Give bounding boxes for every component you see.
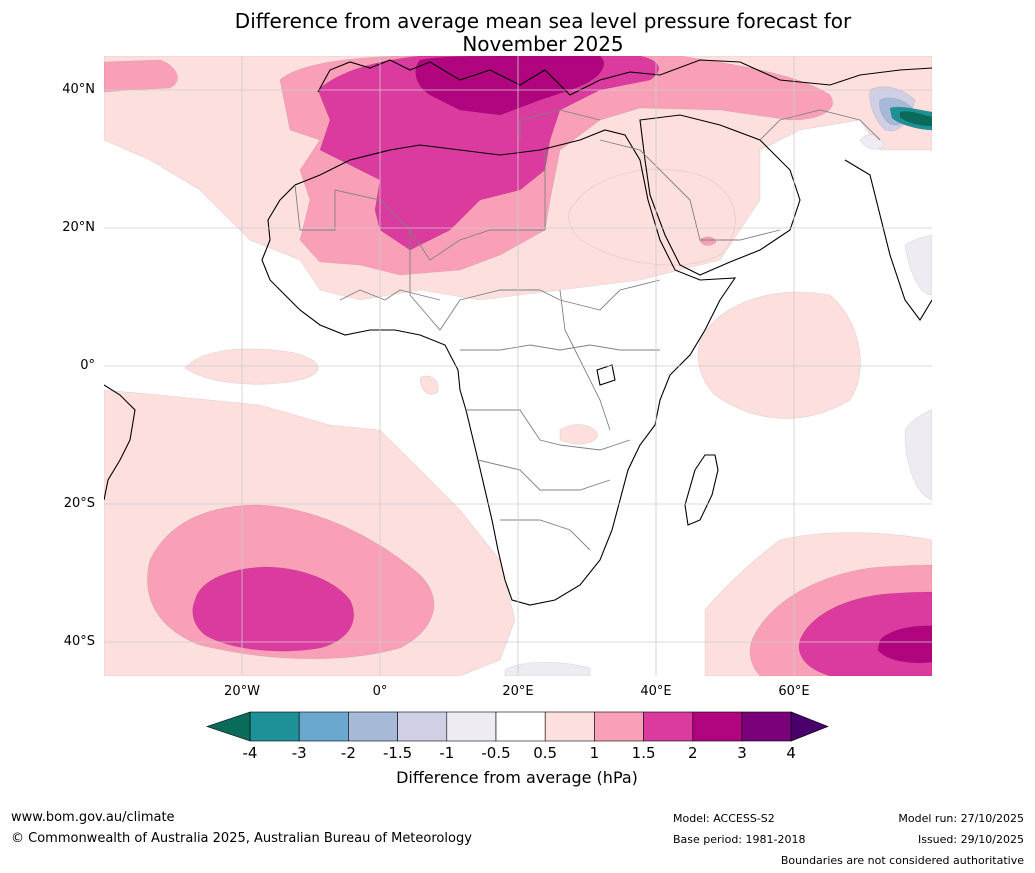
colorbar-box-m1-m0.5 bbox=[446, 711, 497, 742]
title-line-2: November 2025 bbox=[462, 32, 624, 56]
lake-victoria bbox=[596, 364, 616, 386]
anomaly-2-3-regions bbox=[415, 56, 932, 664]
colorbar-box-m4-m3 bbox=[249, 711, 300, 742]
colorbar-tick-label: 0.5 bbox=[533, 744, 558, 762]
map-frame bbox=[104, 56, 932, 676]
colorbar-tick-label: 1 bbox=[589, 744, 600, 762]
footer-model-run: Model run: 27/10/2025 bbox=[898, 812, 1024, 825]
lat-label-40s: 40°S bbox=[63, 634, 95, 649]
anomaly-region-small-arabia bbox=[699, 236, 717, 246]
pressure-anomaly-map bbox=[104, 56, 932, 676]
lat-label-20n: 20°N bbox=[62, 220, 95, 235]
anomaly-region-med-core bbox=[415, 56, 605, 116]
anomaly-region-west-pink bbox=[104, 59, 178, 93]
anomaly-region-east-africa-small bbox=[559, 424, 599, 445]
footer-base-period: Base period: 1981-2018 bbox=[673, 833, 806, 846]
lon-label-20e: 20°E bbox=[502, 684, 534, 699]
colorbar-tick-label: -1.5 bbox=[382, 744, 413, 762]
colorbar-tick-label: 4 bbox=[786, 744, 796, 762]
colorbar-tick-label: -3 bbox=[291, 744, 307, 762]
coastlines bbox=[104, 59, 932, 606]
colorbar-tick-label: 3 bbox=[737, 744, 747, 762]
anomaly-region-south-africa-tip bbox=[504, 661, 591, 676]
colorbar-title: Difference from average (hPa) bbox=[396, 768, 638, 787]
footer-copyright: © Commonwealth of Australia 2025, Austra… bbox=[11, 831, 472, 846]
anomaly-region-west-africa-small bbox=[419, 375, 439, 395]
south-america-coastline bbox=[104, 384, 136, 501]
colorbar-tick-label: 2 bbox=[688, 744, 698, 762]
title-line-1: Difference from average mean sea level p… bbox=[234, 9, 852, 33]
colorbar-box-m3-m2 bbox=[298, 711, 349, 742]
footer-model: Model: ACCESS-S2 bbox=[673, 812, 775, 825]
anomaly-region-india-light bbox=[904, 234, 932, 296]
colorbar-box-m1.5-m1 bbox=[397, 711, 448, 742]
lon-label-40e: 40°E bbox=[640, 684, 672, 699]
lat-label-0: 0° bbox=[80, 358, 95, 373]
colorbar-tick-label: -0.5 bbox=[481, 744, 511, 762]
colorbar-box-m0.5-0.5 bbox=[495, 711, 546, 742]
anomaly-region-south-atlantic-core bbox=[192, 566, 355, 652]
colorbar-extend-min bbox=[206, 711, 251, 742]
colorbar-box-2-3 bbox=[692, 711, 743, 742]
colorbar-box-3-4 bbox=[741, 711, 792, 742]
graticule bbox=[104, 56, 932, 676]
lon-label-0: 0° bbox=[372, 684, 388, 699]
anomaly-region-indian-core bbox=[877, 625, 932, 664]
colorbar-box-1.5-2 bbox=[643, 711, 694, 742]
anomaly-negative-regions bbox=[504, 86, 932, 676]
anomaly-region-arabia bbox=[568, 168, 736, 266]
colorbar-boxes bbox=[206, 711, 829, 742]
colorbar-tick-label: -1 bbox=[439, 744, 455, 762]
footer-issued: Issued: 29/10/2025 bbox=[917, 833, 1024, 846]
africa-coastline bbox=[261, 129, 737, 606]
lon-label-20w: 20°W bbox=[224, 684, 260, 699]
arabia-coastline bbox=[639, 114, 801, 276]
colorbar-tick-label: 1.5 bbox=[631, 744, 656, 762]
anomaly-region-indian-ocean-east bbox=[904, 409, 932, 501]
anomaly-region-asia-below-m4 bbox=[899, 111, 932, 127]
anomaly-region-indian-ocean bbox=[697, 291, 861, 419]
madagascar-coastline bbox=[684, 454, 719, 526]
footer-website[interactable]: www.bom.gov.au/climate bbox=[11, 810, 175, 825]
footer-disclaimer: Boundaries are not considered authoritat… bbox=[780, 854, 1024, 867]
colorbar-extend-max bbox=[790, 711, 829, 742]
colorbar-box-1-1.5 bbox=[594, 711, 644, 742]
india-coastline bbox=[844, 159, 932, 321]
chart-title: Difference from average mean sea level p… bbox=[0, 10, 1035, 56]
lat-label-20s: 20°S bbox=[63, 496, 95, 511]
lat-label-40n: 40°N bbox=[62, 82, 95, 97]
colorbar-box-0.5-1 bbox=[544, 711, 595, 742]
lon-label-60e: 60°E bbox=[778, 684, 810, 699]
colorbar-tick-label: -2 bbox=[340, 744, 356, 762]
country-borders bbox=[294, 109, 881, 551]
colorbar-box-m2-m1.5 bbox=[348, 711, 398, 742]
colorbar-tick-label: -4 bbox=[242, 744, 258, 762]
anomaly-region-equatorial-atlantic bbox=[184, 348, 319, 385]
